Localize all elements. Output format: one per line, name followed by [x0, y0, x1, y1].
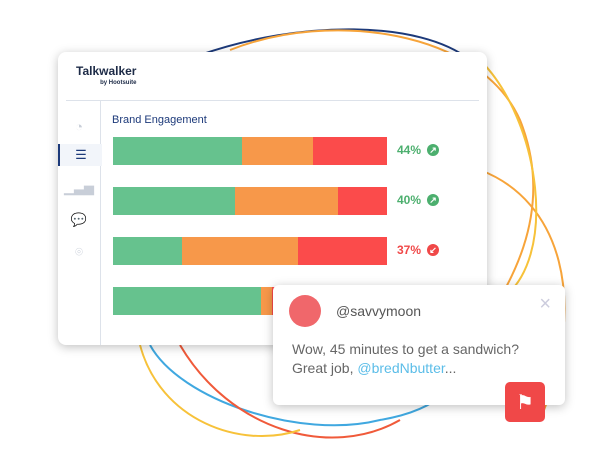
bar-segment-red [313, 137, 387, 165]
engagement-percent: 37% ↙ [397, 243, 440, 257]
mention-card: @savvymoon × Wow, 45 minutes to get a sa… [273, 285, 565, 422]
trend-up-icon: ↗ [427, 194, 440, 206]
flag-button[interactable]: ⚑ [505, 382, 545, 422]
bar-segment-green [113, 237, 182, 265]
engagement-bar [113, 187, 387, 215]
message-ellipsis: ... [444, 360, 457, 376]
section-title: Brand Engagement [112, 114, 207, 126]
engagement-bar [113, 137, 387, 165]
bar-segment-orange [241, 137, 313, 165]
avatar [289, 295, 321, 327]
percent-label: 37% [397, 243, 422, 257]
bar-segment-orange [234, 187, 338, 215]
bar-segment-orange [260, 287, 272, 315]
logo-subtext: by Hootsuite [100, 80, 137, 86]
trend-up-icon: ↗ [427, 144, 440, 156]
gauge-icon[interactable]: ◔ [75, 118, 83, 134]
flag-icon: ⚑ [516, 391, 534, 414]
bar-segment-green [113, 287, 261, 315]
logo: Talkwalker by Hootsuite [76, 64, 136, 87]
username: @savvymoon [336, 303, 422, 319]
message-text: Wow, 45 minutes to get a sandwich? Great… [292, 340, 554, 378]
bar-segment-green [113, 137, 242, 165]
bar-segment-red [297, 237, 387, 265]
trend-down-icon: ↙ [427, 244, 440, 256]
engagement-percent: 40% ↗ [397, 193, 440, 207]
location-icon[interactable]: ⌾ [75, 244, 83, 259]
close-icon[interactable]: × [539, 293, 551, 315]
chat-icon[interactable]: 💬 [70, 212, 88, 227]
bar-segment-orange [181, 237, 298, 265]
sidebar: ◔ ☰ ▁▃▅ 💬 ⌾ [58, 101, 102, 345]
percent-label: 44% [397, 143, 422, 157]
search-list-icon[interactable]: ☰ [58, 144, 102, 166]
engagement-bar [113, 237, 387, 265]
engagement-percent: 44% ↗ [397, 143, 440, 157]
mention-link[interactable]: @bredNbutter [357, 360, 445, 376]
message-body: Wow, 45 minutes to get a sandwich? Great… [292, 341, 519, 376]
bar-segment-green [113, 187, 235, 215]
divider [66, 100, 479, 101]
logo-text: Talkwalker [76, 64, 137, 78]
bar-chart-icon[interactable]: ▁▃▅ [64, 180, 94, 195]
percent-label: 40% [397, 193, 422, 207]
bar-segment-red [337, 187, 387, 215]
